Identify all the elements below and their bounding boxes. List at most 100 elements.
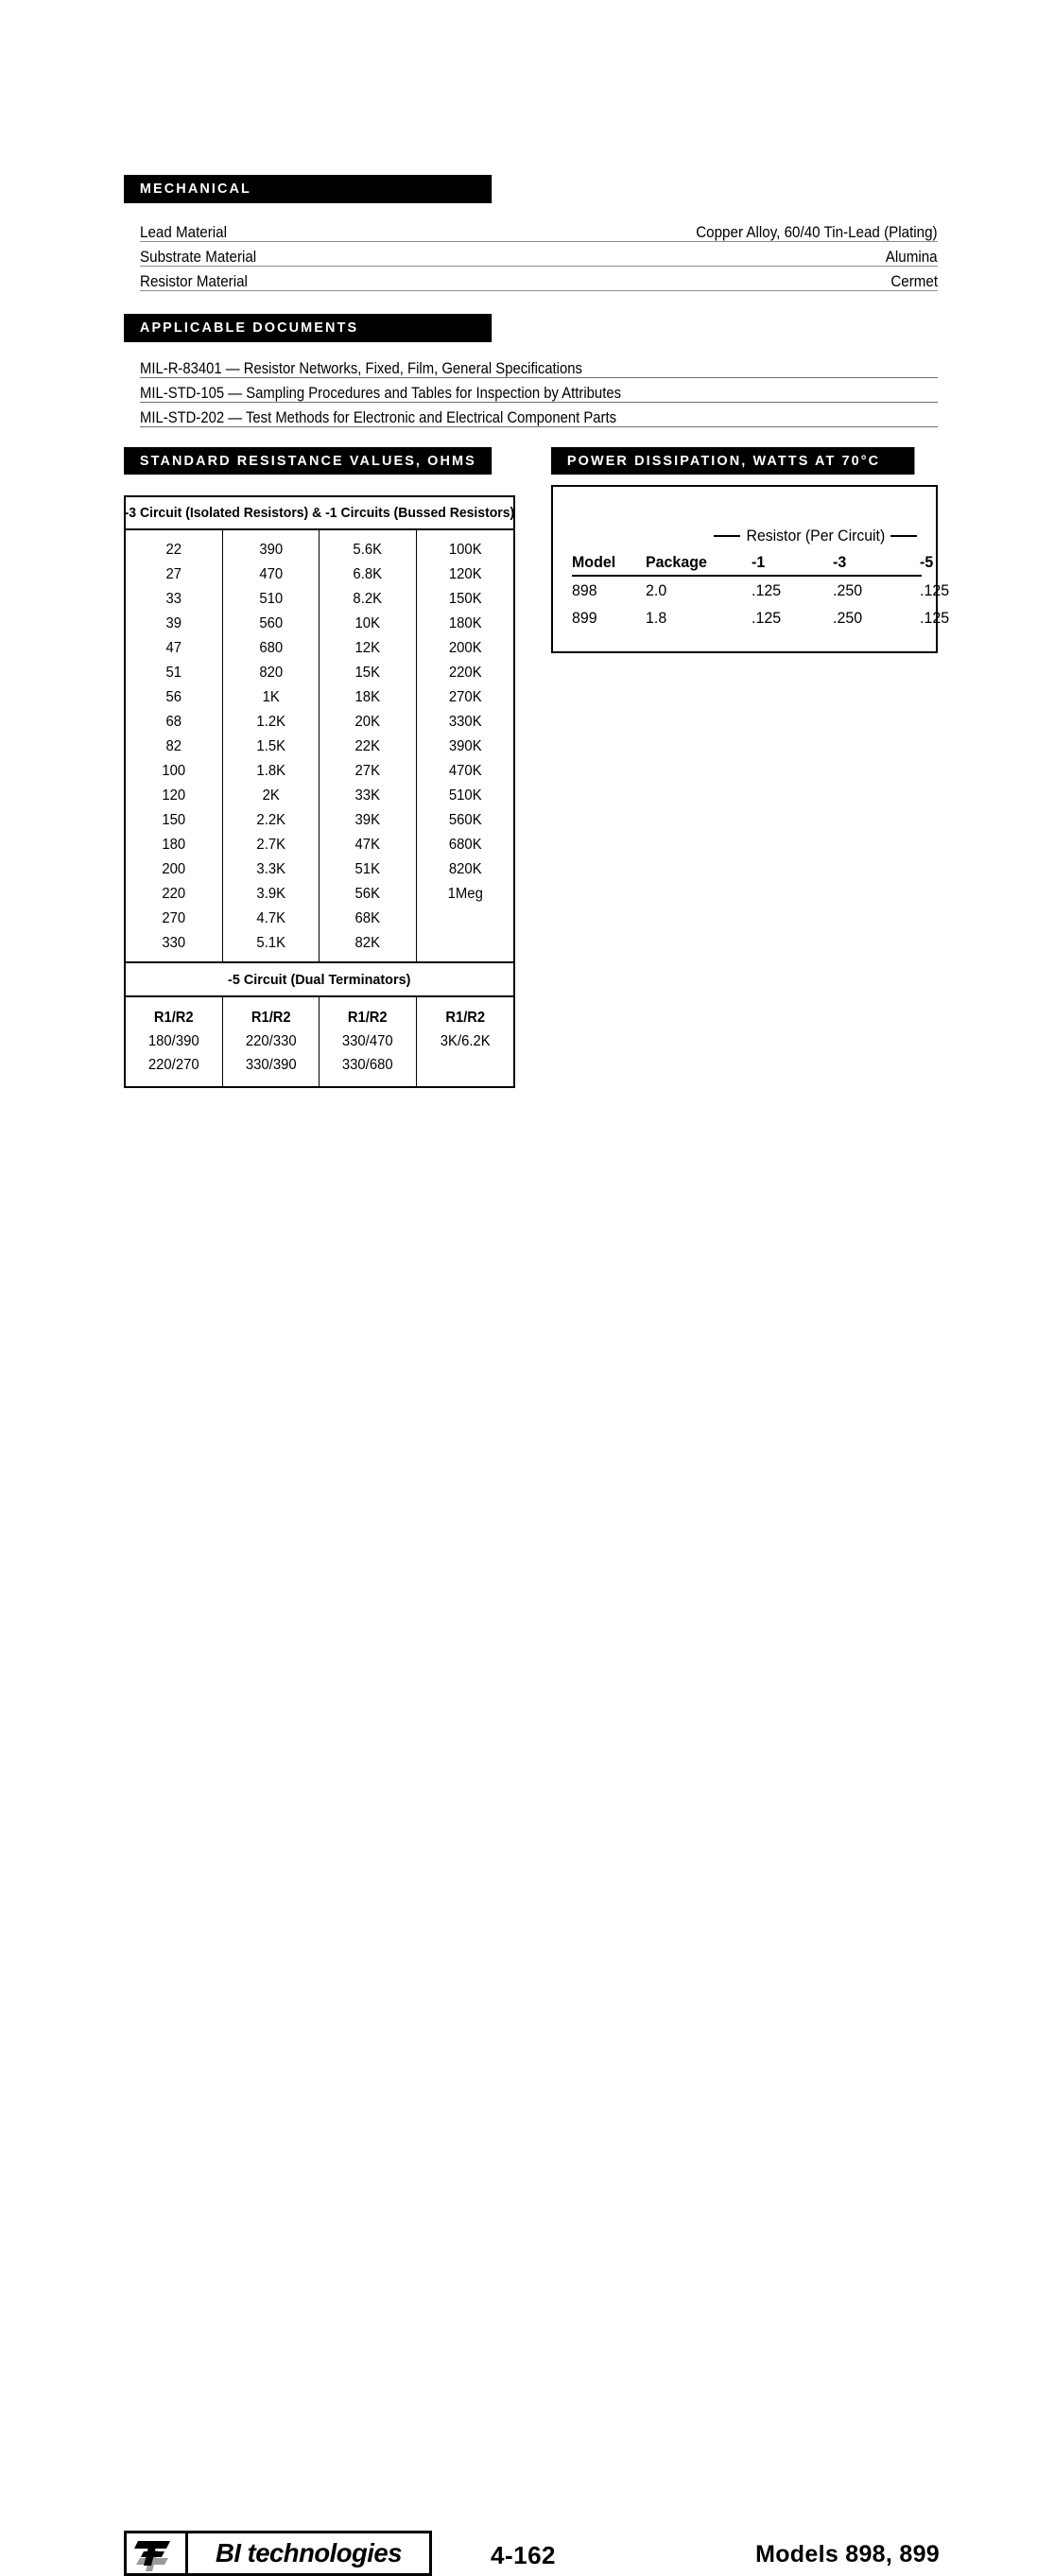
dual-value-cell: 330/390 <box>245 1057 297 1073</box>
resistance-value-cell: 27 <box>165 566 182 582</box>
resistance-value-cell: 100K <box>448 542 482 558</box>
resistance-value-cell: 68K <box>354 910 380 926</box>
resistance-value-cell: 39K <box>354 812 380 828</box>
model-label: Models 898, 899 <box>755 2541 940 2567</box>
resistance-value-cell: 560 <box>258 615 283 631</box>
dual-column-header: R1/R2 <box>251 1010 291 1026</box>
power-cell-minus-3: .250 <box>833 580 863 599</box>
dual-column-header: R1/R2 <box>444 1010 485 1026</box>
power-table-row: 899 1.8 .125 .250 .125 <box>572 604 949 631</box>
spec-row-resistor-material: Resistor Material Cermet <box>140 267 938 291</box>
resistance-value-cell: 1Meg <box>447 886 483 902</box>
span-rule-right <box>890 535 917 537</box>
resistance-value-cell: 47 <box>165 640 182 656</box>
document-row-mil-r-83401: MIL-R-83401 — Resistor Networks, Fixed, … <box>140 354 938 378</box>
resistance-value-cell: 10K <box>354 615 380 631</box>
section-header-power-dissipation: POWER DISSIPATION, WATTS AT 70°C <box>551 447 915 475</box>
resistance-value-cell: 270K <box>448 689 482 705</box>
resistance-value-cell: 15K <box>354 665 380 681</box>
section-header-power-dissipation-label: POWER DISSIPATION, WATTS AT 70°C <box>566 453 881 469</box>
resistance-value-cell: 220K <box>448 665 482 681</box>
dual-column-4: R1/R2 3K/6.2K <box>417 997 514 1086</box>
resistance-value-cell: 33 <box>165 591 182 607</box>
resistance-value-cell: 2K <box>262 787 280 804</box>
resistance-value-cell: 22 <box>165 542 182 558</box>
section-header-standard-resistance-values: STANDARD RESISTANCE VALUES, OHMS <box>124 447 493 475</box>
resistance-value-cell: 1.5K <box>255 738 285 754</box>
bi-technologies-logo: BI technologies <box>124 2531 432 2576</box>
resistance-value-cell: 5.6K <box>353 542 383 558</box>
spec-value: Cermet <box>890 272 938 290</box>
spec-value: Alumina <box>886 248 938 266</box>
resistance-column-1: 22 27 33 39 47 51 56 68 82 100 120 150 180 200 220 270 3… <box>126 530 223 961</box>
power-dissipation-table: Resistor (Per Circuit) Model Package -1 … <box>551 485 949 653</box>
page-number: 4-162 <box>491 2541 556 2569</box>
resistance-value-cell: 3.3K <box>255 861 285 877</box>
resistance-column-2: 390 470 510 560 680 820 1K 1.2K 1.5K 1.8K 2K 2.2K 2.… <box>223 530 320 961</box>
resistance-value-cell: 270 <box>162 910 186 926</box>
section-header-mechanical: MECHANICAL <box>124 175 493 203</box>
resistance-value-cell: 4.7K <box>255 910 285 926</box>
power-cell-minus-1: .125 <box>752 580 782 599</box>
resistance-value-cell: 12K <box>354 640 380 656</box>
resistance-value-cell: 820K <box>448 861 482 877</box>
resistance-value-cell: 1.8K <box>255 763 285 779</box>
resistance-value-cell: 51 <box>165 665 182 681</box>
power-cell-package: 2.0 <box>646 580 667 599</box>
resistance-value-cell: 33K <box>354 787 380 804</box>
resistor-per-circuit-span: Resistor (Per Circuit) <box>714 527 917 545</box>
section-header-applicable-documents-label: APPLICABLE DOCUMENTS <box>139 320 359 336</box>
resistance-value-cell: 560K <box>448 812 482 828</box>
dual-value-cell: 3K/6.2K <box>440 1033 491 1049</box>
resistance-column-3: 5.6K 6.8K 8.2K 10K 12K 15K 18K 20K 22K 27K 33K 39K 4… <box>320 530 417 961</box>
resistance-value-cell: 680K <box>448 837 482 853</box>
resistance-value-cell: 220 <box>162 886 186 902</box>
power-header-model: Model <box>572 552 616 571</box>
power-cell-minus-1: .125 <box>752 608 782 627</box>
dual-column-header: R1/R2 <box>153 1010 194 1026</box>
datasheet-page: MECHANICAL Lead Material Copper Alloy, 6… <box>0 175 1037 2576</box>
resistance-value-cell: 470 <box>258 566 283 582</box>
document-text: MIL-R-83401 — Resistor Networks, Fixed, … <box>140 359 582 377</box>
power-cell-minus-3: .250 <box>833 608 863 627</box>
dual-terminators-title: -5 Circuit (Dual Terminators) <box>126 961 513 997</box>
spec-label: Resistor Material <box>140 272 248 290</box>
resistance-value-cell: 180 <box>162 837 186 853</box>
resistance-value-cell: 200 <box>162 861 186 877</box>
spec-value: Copper Alloy, 60/40 Tin-Lead (Plating) <box>696 223 938 241</box>
resistance-value-cell: 150K <box>448 591 482 607</box>
dual-terminators-title-label: -5 Circuit (Dual Terminators) <box>228 971 411 988</box>
resistance-value-cell: 6.8K <box>353 566 383 582</box>
dual-column-1: R1/R2 180/390 220/270 <box>126 997 223 1086</box>
spec-label: Substrate Material <box>140 248 257 266</box>
bi-technologies-wordmark: BI technologies <box>188 2533 429 2573</box>
resistance-value-cell: 18K <box>354 689 380 705</box>
resistance-value-cell: 330K <box>448 714 482 730</box>
resistance-value-cell <box>420 931 510 956</box>
resistance-value-cell: 39 <box>165 615 182 631</box>
power-header-minus-3: -3 <box>833 552 847 571</box>
resistance-value-cell: 330 <box>162 935 186 951</box>
dual-value-cell: 180/390 <box>147 1033 199 1049</box>
resistance-value-cell: 120 <box>162 787 186 804</box>
resistance-value-cell: 2.2K <box>255 812 285 828</box>
resistance-table-title: -3 Circuit (Isolated Resistors) & -1 Cir… <box>125 497 514 530</box>
resistance-value-cell: 150 <box>162 812 186 828</box>
bi-technologies-wordmark-label: BI technologies <box>216 2538 402 2567</box>
resistance-value-cell: 82 <box>165 738 182 754</box>
resistance-value-cell: 8.2K <box>353 591 383 607</box>
spec-row-substrate-material: Substrate Material Alumina <box>140 242 938 267</box>
resistance-value-cell: 20K <box>354 714 380 730</box>
resistor-per-circuit-label: Resistor (Per Circuit) <box>746 527 885 545</box>
resistance-value-cell: 390K <box>448 738 482 754</box>
power-table-row: 898 2.0 .125 .250 .125 <box>572 577 949 604</box>
dual-column-3: R1/R2 330/470 330/680 <box>320 997 417 1086</box>
section-header-mechanical-label: MECHANICAL <box>139 182 251 197</box>
resistance-value-cell: 390 <box>258 542 283 558</box>
document-row-mil-std-202: MIL-STD-202 — Test Methods for Electroni… <box>140 403 938 427</box>
resistance-value-cell: 56K <box>354 886 380 902</box>
dual-value-cell: 330/680 <box>341 1057 393 1073</box>
resistance-value-cell: 510K <box>448 787 482 804</box>
page-footer: BI technologies 4-162 Models 898, 899 <box>0 1263 1037 2576</box>
resistance-value-cell: 51K <box>354 861 380 877</box>
